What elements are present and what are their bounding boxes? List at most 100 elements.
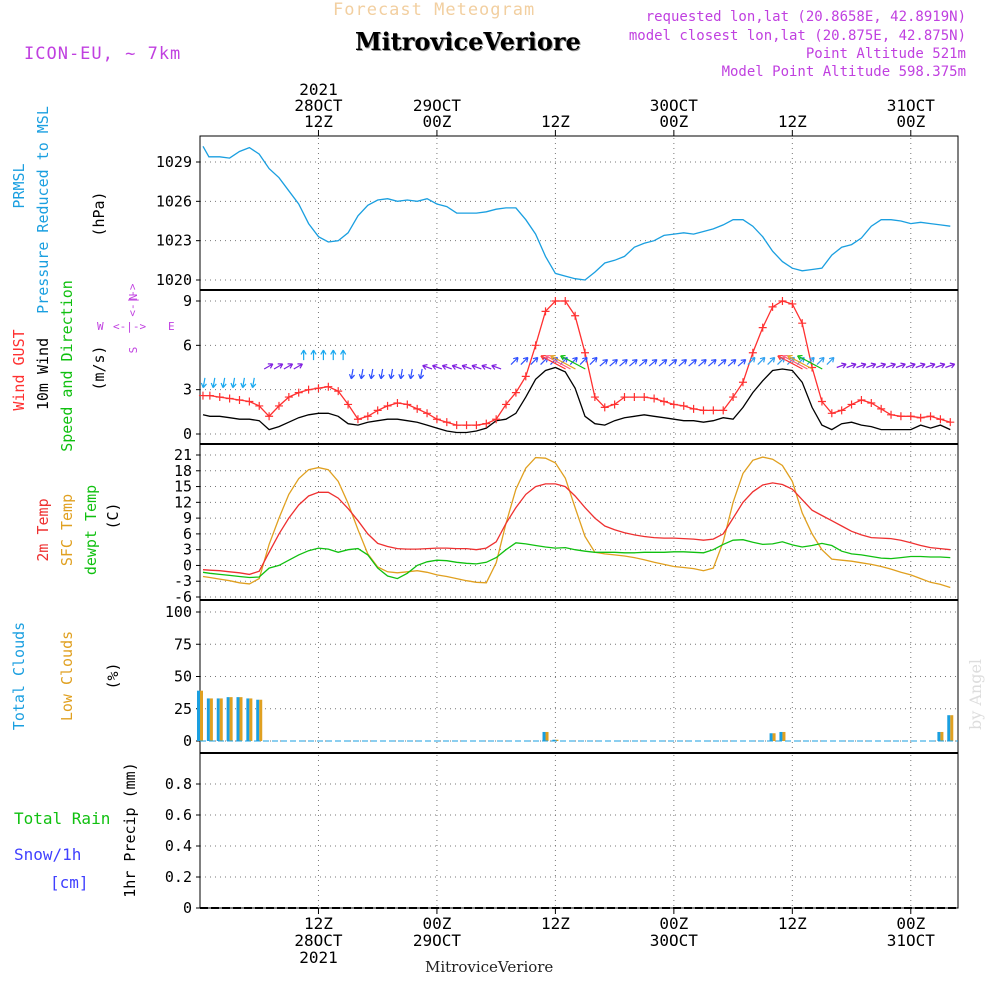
x-label-top: 30OCT xyxy=(650,96,699,115)
gust-marker xyxy=(225,394,234,403)
gust-marker xyxy=(373,406,382,415)
gust-marker xyxy=(205,391,214,400)
wind-direction-arrow xyxy=(330,349,337,361)
compass-arrows: <-|-> xyxy=(113,320,146,333)
wind-direction-arrow xyxy=(283,363,294,370)
gust-marker xyxy=(482,419,491,428)
x-label-bottom: 2021 xyxy=(299,948,338,967)
wind-direction-arrow xyxy=(451,364,462,370)
closest-coords: model closest lon,lat (20.875E, 42.875N) xyxy=(628,28,966,44)
wind-direction-arrow xyxy=(348,368,356,380)
x-label-top: 12Z xyxy=(778,112,807,131)
temp-2m-line xyxy=(202,482,951,576)
wind-direction-arrow xyxy=(609,359,618,367)
gust-marker xyxy=(561,297,570,305)
gust-marker xyxy=(344,400,353,409)
y-tick-label: 1026 xyxy=(156,192,192,210)
compass-arrows-v: <-|-> xyxy=(126,283,139,316)
y-tick-label: 0 xyxy=(183,732,192,750)
wind-direction-arrow xyxy=(300,349,307,361)
wind-direction-arrow xyxy=(619,359,628,367)
gust-marker xyxy=(452,421,461,430)
y-tick-label: 18 xyxy=(174,462,192,480)
wind-direction-arrow xyxy=(491,364,502,370)
wind-direction-arrow xyxy=(668,359,678,367)
x-label-top: 00Z xyxy=(896,112,925,131)
y-tick-label: 50 xyxy=(174,668,192,686)
y-tick-label: 12 xyxy=(174,493,192,511)
gust-marker xyxy=(600,403,609,412)
wind-speed-line xyxy=(202,366,951,434)
x-label-top: 28OCT xyxy=(294,96,343,115)
wind-direction-arrow xyxy=(398,368,405,380)
cloud-bar-total xyxy=(769,733,773,741)
wind-direction-arrow xyxy=(787,354,813,370)
pressure-label: PRMSL xyxy=(10,163,28,208)
cloud-bar-total xyxy=(947,715,951,741)
cloud-bar-low xyxy=(200,690,203,741)
wind-direction-arrow xyxy=(678,359,688,367)
gust-marker xyxy=(896,412,905,421)
gust-marker xyxy=(304,385,313,394)
wind-direction-arrow xyxy=(569,356,578,365)
gust-marker xyxy=(936,415,945,424)
snow-unit: [cm] xyxy=(50,873,89,892)
wind-direction-arrow xyxy=(708,359,717,367)
wind-direction-arrow xyxy=(481,364,492,370)
title-top: Forecast Meteogram xyxy=(333,0,536,20)
wind-direction-arrow xyxy=(757,356,766,365)
cloud-bar-total xyxy=(226,697,230,741)
y-tick-label: 100 xyxy=(165,603,192,621)
wind-label: 10m Wind xyxy=(34,338,52,410)
wind-direction-arrow xyxy=(638,359,648,367)
gust-line xyxy=(203,300,951,426)
point-altitude: Point Altitude 521m xyxy=(805,46,966,62)
panel-frame-clouds xyxy=(199,599,959,754)
wind-direction-arrow xyxy=(836,362,847,369)
y-tick-label: 1023 xyxy=(156,232,192,250)
rain-label: Total Rain xyxy=(14,809,110,828)
gust-marker xyxy=(413,404,422,413)
wind-direction-arrow xyxy=(698,359,707,367)
wind-direction-arrow xyxy=(320,349,327,361)
y-tick-label: 0 xyxy=(183,556,192,574)
pressure-line xyxy=(202,145,951,281)
y-tick-label: 1029 xyxy=(156,153,192,171)
wind-direction-arrow xyxy=(530,356,539,365)
gust-marker xyxy=(946,418,955,427)
gust-marker xyxy=(541,307,550,316)
wind-direction-arrow xyxy=(388,368,395,380)
wind-direction-arrow xyxy=(340,349,347,361)
x-label-top: 12Z xyxy=(304,112,333,131)
wind-direction-arrow xyxy=(293,363,303,370)
wind-direction-arrow xyxy=(717,359,727,367)
watermark: by Angel xyxy=(966,658,985,730)
y-tick-label: 25 xyxy=(174,700,192,718)
x-label-top: 31OCT xyxy=(887,96,936,115)
gust-marker xyxy=(255,401,264,410)
low-clouds-label: Low Clouds xyxy=(58,631,76,721)
sfc-temp-line xyxy=(202,456,951,589)
gust-marker xyxy=(729,393,738,402)
y-tick-label: 9 xyxy=(183,292,192,310)
gust-marker xyxy=(817,397,826,406)
gust-marker xyxy=(778,297,787,305)
compass-w: W xyxy=(97,320,104,333)
y-tick-label: -3 xyxy=(174,572,192,590)
x-label-bottom: 31OCT xyxy=(887,931,936,950)
dewpt-line xyxy=(202,539,951,580)
compass-n: N xyxy=(127,294,140,301)
x-label-bottom: 12Z xyxy=(304,914,333,933)
cloud-bar-low xyxy=(545,731,549,741)
cloud-bar-total xyxy=(552,739,556,741)
y-tick-label: 21 xyxy=(174,446,192,464)
gust-marker xyxy=(709,406,718,415)
wind-direction-arrow xyxy=(688,359,697,367)
gust-marker xyxy=(403,400,412,409)
wind-direction-arrow xyxy=(905,362,916,369)
wind-direction-arrow xyxy=(550,354,576,370)
y-tick-label: 6 xyxy=(183,336,192,354)
gust-marker xyxy=(659,397,668,406)
cloud-bar-low xyxy=(219,698,223,741)
wind-direction-arrow xyxy=(782,354,808,370)
